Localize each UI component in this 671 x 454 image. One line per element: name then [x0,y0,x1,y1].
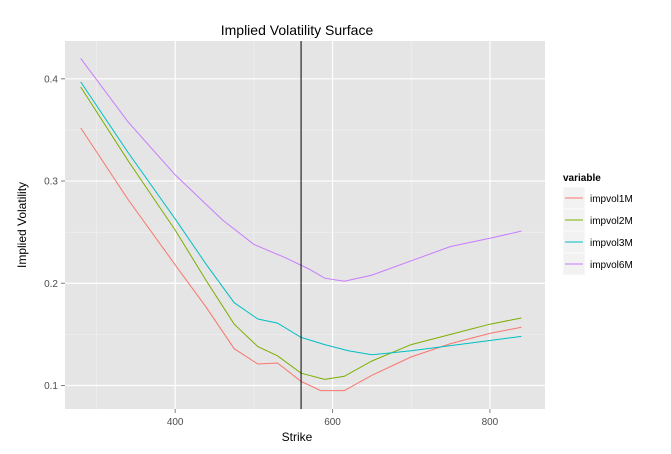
legend-label-impvol6M: impvol6M [590,260,633,271]
legend-title: variable [563,173,601,184]
x-axis-title: Strike [282,430,313,444]
chart-title: Implied Volatility Surface [221,22,374,38]
x-axis-ticks: 400 600 800 [167,409,499,428]
x-tick-label: 600 [324,417,341,428]
x-tick-label: 400 [167,417,184,428]
major-gridlines [65,41,545,409]
y-tick-label: 0.4 [44,74,58,85]
legend: variable impvol1M impvol2M impvol3M impvol6… [562,173,633,276]
plot-panel [65,41,545,409]
y-tick-label: 0.2 [44,279,58,290]
y-tick-label: 0.1 [44,381,58,392]
y-axis-ticks: 0.1 0.2 0.3 0.4 [44,74,65,392]
legend-label-impvol1M: impvol1M [590,194,633,205]
x-tick-label: 800 [482,417,499,428]
y-tick-label: 0.3 [44,177,58,188]
minor-gridlines [65,41,545,409]
legend-label-impvol3M: impvol3M [590,238,633,249]
series-line-impvol6M [80,58,522,282]
legend-label-impvol2M: impvol2M [590,216,633,227]
y-axis-title: Implied Volatility [15,182,29,268]
